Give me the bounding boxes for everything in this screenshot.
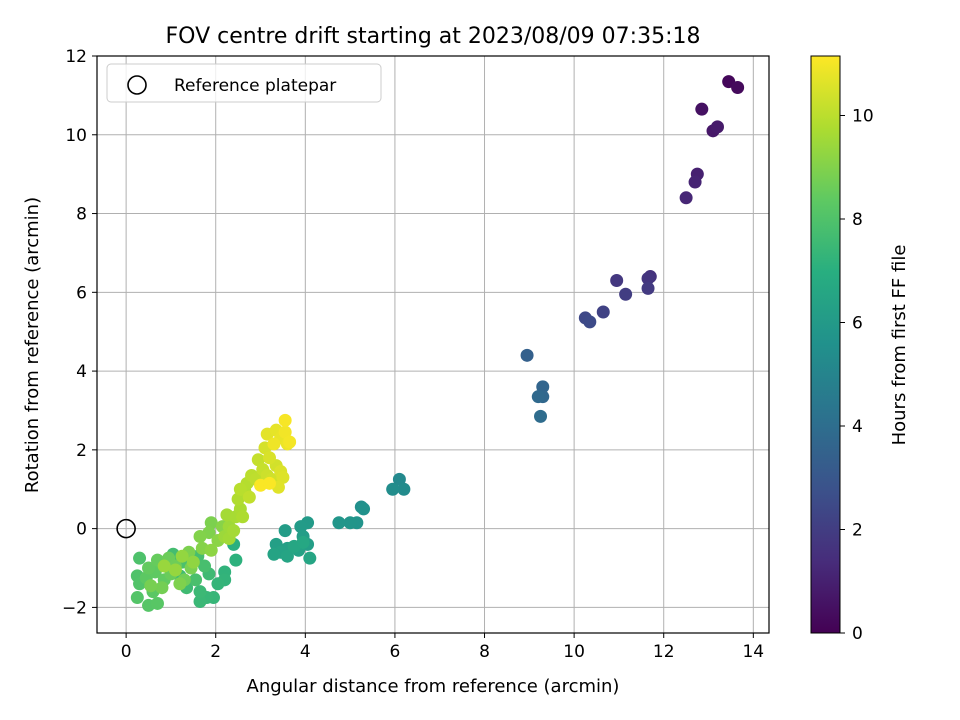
data-point (641, 272, 655, 286)
y-tick-label: 8 (76, 205, 87, 225)
y-tick-label: −2 (62, 598, 87, 618)
data-point (610, 273, 624, 287)
x-tick-label: 2 (210, 642, 221, 662)
data-point (276, 470, 290, 484)
x-tick-label: 12 (653, 642, 675, 662)
colorbar (810, 55, 841, 634)
colorbar-tick-label: 8 (852, 210, 863, 230)
y-axis-label: Rotation from reference (arcmin) (22, 197, 43, 493)
colorbar-tick-label: 4 (852, 417, 863, 437)
data-point (583, 315, 597, 329)
x-axis-label: Angular distance from reference (arcmin) (247, 676, 620, 697)
data-point (155, 581, 169, 595)
data-point (278, 524, 292, 538)
x-tick-label: 6 (390, 642, 401, 662)
data-point (710, 120, 724, 134)
data-point (204, 543, 218, 557)
data-point (267, 547, 281, 561)
data-point (233, 482, 247, 496)
data-point (133, 551, 147, 565)
x-tick-label: 4 (300, 642, 311, 662)
data-point (332, 516, 346, 530)
data-point (251, 453, 265, 467)
data-point (303, 551, 317, 565)
data-point (130, 591, 144, 605)
data-point (193, 594, 207, 608)
data-point (731, 81, 745, 95)
data-point (596, 305, 610, 319)
data-point (534, 409, 548, 423)
data-point (280, 549, 294, 563)
data-point (142, 561, 156, 575)
data-point (695, 102, 709, 116)
data-point (278, 425, 292, 439)
data-points (130, 75, 745, 612)
data-point (168, 563, 182, 577)
data-point (679, 191, 693, 205)
colorbar-label: Hours from first FF file (889, 245, 910, 446)
data-point (204, 516, 218, 530)
x-tick-label: 10 (563, 642, 585, 662)
x-axis-ticks: 0 2 4 6 8 10 12 14 (121, 633, 764, 662)
data-point (294, 520, 308, 534)
data-point (236, 510, 250, 524)
data-point (688, 175, 702, 189)
chart-title: FOV centre drift starting at 2023/08/09 … (166, 24, 701, 49)
y-tick-label: 0 (76, 520, 87, 540)
data-point (262, 476, 276, 490)
colorbar-tick-label: 2 (852, 521, 863, 541)
data-point (193, 530, 207, 544)
data-point (520, 348, 534, 362)
data-point (296, 535, 310, 549)
data-point (262, 451, 276, 465)
y-tick-label: 4 (76, 362, 87, 382)
data-point (619, 287, 633, 301)
colorbar-tick-label: 6 (852, 314, 863, 334)
y-tick-label: 2 (76, 441, 87, 461)
grid-lines (97, 55, 769, 633)
legend-entry-reference: Reference platepar (174, 76, 336, 96)
data-point (157, 559, 171, 573)
data-point (175, 549, 189, 563)
colorbar-tick-label: 10 (852, 107, 874, 127)
data-point (198, 559, 212, 573)
colorbar-tick-label: 0 (852, 624, 863, 644)
data-point (227, 524, 241, 538)
data-point (357, 502, 371, 516)
legend-box: Reference platepar (106, 63, 382, 103)
data-point (189, 573, 203, 587)
data-point (267, 437, 281, 451)
y-axis-ticks: −2 0 2 4 6 8 10 12 (62, 47, 97, 618)
data-point (193, 585, 207, 599)
x-tick-label: 0 (121, 642, 132, 662)
legend-marker-icon (127, 75, 147, 95)
data-point (242, 490, 256, 504)
data-point (392, 472, 406, 486)
data-point (531, 390, 545, 404)
y-tick-label: 12 (65, 47, 87, 67)
plot-frame (96, 55, 770, 634)
data-point (386, 482, 400, 496)
data-point (641, 281, 655, 295)
data-point (343, 516, 357, 530)
data-point (536, 380, 550, 394)
x-tick-label: 8 (479, 642, 490, 662)
y-tick-label: 10 (65, 126, 87, 146)
x-tick-label: 14 (742, 642, 764, 662)
data-point (211, 577, 225, 591)
data-point (186, 555, 200, 569)
colorbar-ticks: 0 2 4 6 8 10 (840, 107, 874, 644)
reference-platepar-marker (116, 518, 136, 539)
data-point (229, 553, 243, 567)
data-point (278, 413, 292, 427)
data-point (173, 577, 187, 591)
data-point (150, 596, 164, 610)
y-tick-label: 6 (76, 283, 87, 303)
data-point (397, 482, 411, 496)
data-point (144, 579, 158, 593)
data-point (283, 435, 297, 449)
